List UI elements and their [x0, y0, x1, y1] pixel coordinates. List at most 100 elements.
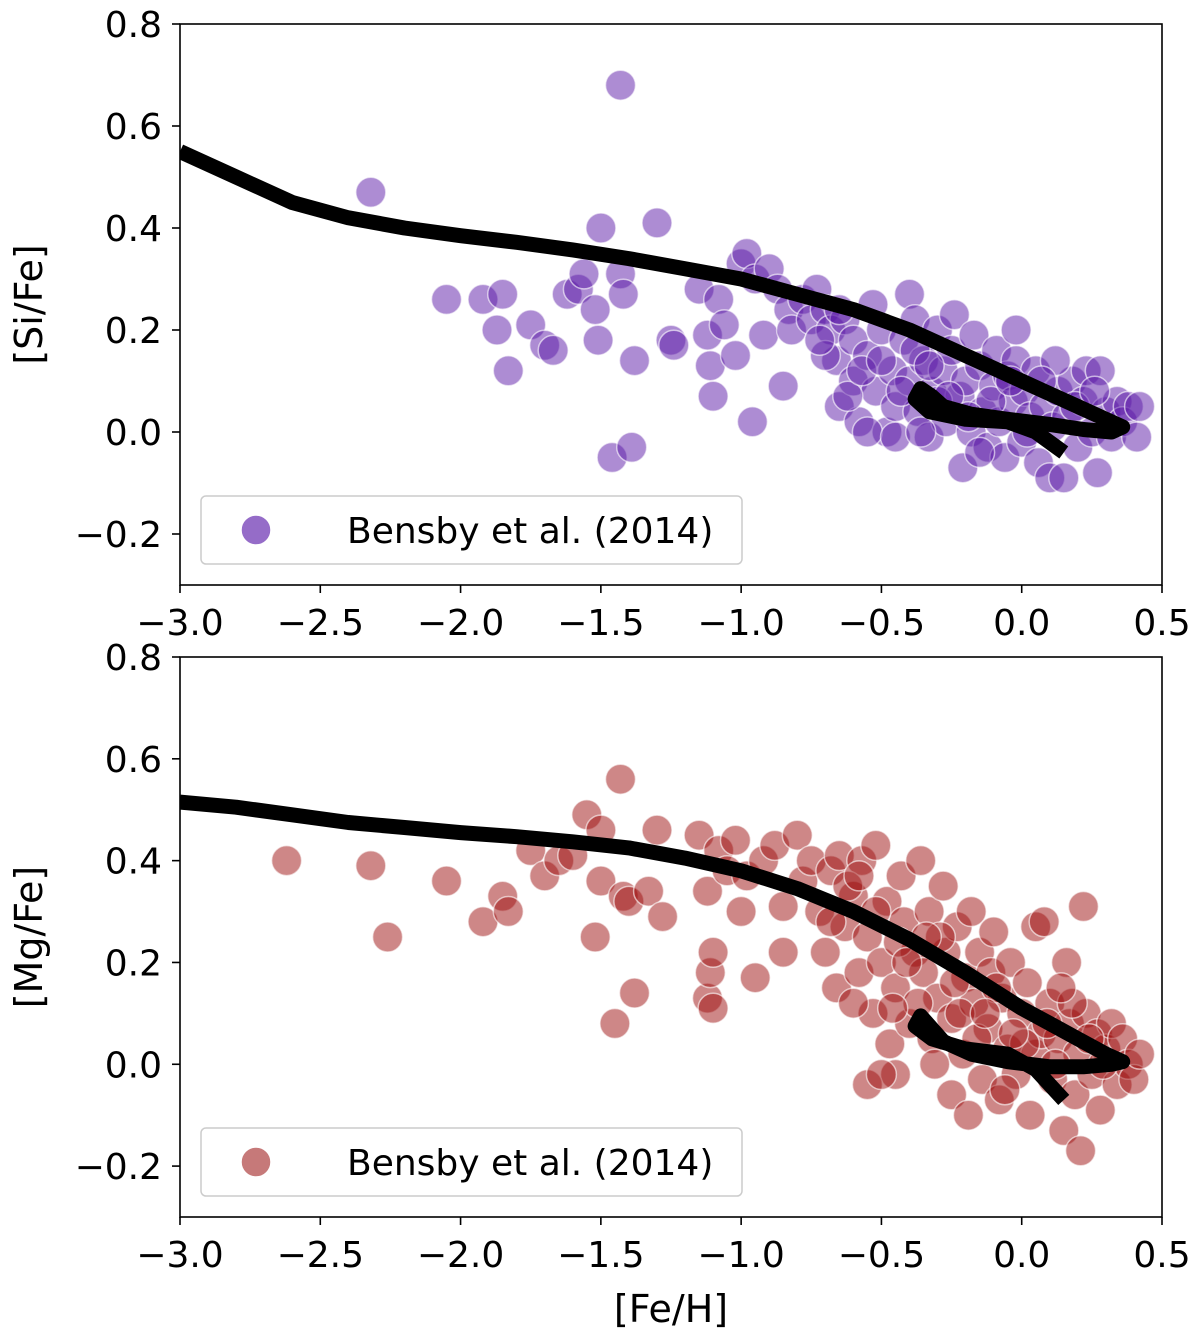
data-point [270, 844, 303, 877]
data-point [927, 870, 959, 902]
y-tick-label: −0.2 [75, 1147, 162, 1188]
data-point [646, 900, 679, 933]
y-tick-label: 0.6 [105, 740, 162, 781]
x-tick-label: −0.5 [838, 1235, 925, 1276]
data-point [963, 436, 996, 469]
mg-axes-frame [179, 656, 1163, 1218]
data-point [691, 875, 724, 907]
y-tick-label: 0.4 [105, 209, 162, 250]
data-point [1067, 890, 1100, 923]
data-point [1014, 1099, 1046, 1131]
data-point [767, 936, 799, 969]
x-tick-label: 0.0 [993, 603, 1050, 644]
data-point [702, 283, 735, 316]
x-tick-label: −3.0 [136, 603, 223, 644]
data-point [1045, 972, 1077, 1004]
data-point [1048, 1114, 1080, 1147]
legend-label: Bensby et al. (2014) [347, 1143, 713, 1184]
data-point [997, 1017, 1030, 1050]
x-tick-label: −1.0 [697, 1235, 784, 1276]
x-tick-label: −2.5 [277, 1235, 364, 1276]
data-point [719, 824, 752, 857]
data-point [1011, 967, 1044, 999]
data-point [604, 763, 637, 795]
data-point [568, 258, 600, 290]
data-point [865, 1058, 898, 1091]
y-tick-label: 0.2 [105, 311, 162, 352]
data-point [865, 344, 898, 377]
data-point [767, 890, 799, 923]
data-point [904, 844, 937, 877]
legend-box [200, 1127, 743, 1197]
data-point [371, 921, 404, 953]
data-point [486, 278, 519, 311]
data-point [585, 212, 617, 244]
data-point [803, 324, 836, 356]
data-point [1081, 457, 1114, 489]
data-point [632, 875, 665, 907]
legend-marker [240, 1146, 272, 1178]
data-point [618, 977, 651, 1009]
data-point [935, 1079, 968, 1111]
data-point [1123, 390, 1156, 423]
data-point [739, 961, 771, 994]
data-point [585, 865, 617, 897]
x-tick-label: −1.5 [557, 1235, 644, 1276]
data-point [876, 992, 909, 1025]
data-point [604, 69, 637, 101]
y-tick-label: 0.2 [105, 943, 162, 984]
data-point [618, 344, 651, 377]
data-point [1084, 1094, 1117, 1126]
data-point [579, 293, 611, 326]
data-point [708, 309, 741, 341]
y-axis-label: [Mg/Fe] [7, 866, 51, 1009]
data-point [607, 278, 640, 311]
data-point [430, 283, 463, 316]
data-point [904, 416, 937, 448]
data-point [809, 936, 842, 969]
data-point [537, 334, 569, 367]
data-point [658, 329, 690, 362]
x-tick-label: 0.0 [993, 1235, 1050, 1276]
data-point [1000, 314, 1032, 346]
data-point [492, 355, 525, 387]
legend-label: Bensby et al. (2014) [347, 511, 713, 552]
y-tick-label: 0.4 [105, 842, 162, 883]
y-tick-label: 0.0 [105, 413, 162, 454]
data-point [977, 916, 1010, 948]
y-tick-label: 0.0 [105, 1045, 162, 1086]
x-tick-label: −1.5 [557, 603, 644, 644]
data-point [719, 339, 752, 372]
legend-box [200, 495, 743, 565]
data-point [697, 992, 729, 1025]
data-point [697, 936, 729, 969]
data-point [955, 895, 987, 928]
data-point [890, 946, 923, 979]
data-point [851, 416, 884, 448]
data-point [938, 298, 971, 331]
data-point [599, 1007, 631, 1040]
y-tick-label: 0.8 [105, 5, 162, 46]
y-tick-label: 0.6 [105, 107, 162, 148]
x-tick-label: 0.5 [1133, 1235, 1190, 1276]
data-point [994, 946, 1027, 979]
data-point [492, 895, 525, 928]
x-tick-label: −2.5 [277, 603, 364, 644]
data-point [767, 370, 799, 402]
data-point [615, 431, 648, 464]
data-point [1028, 905, 1060, 938]
x-axis-label: [Fe/H] [614, 1287, 728, 1331]
x-tick-label: −2.0 [417, 603, 504, 644]
data-point [697, 380, 729, 413]
data-point [874, 1028, 906, 1060]
si-fe-panel: −3.0 −2.5 −2.0 −1.5 −1.0 −0.5 0.0 0.5 −0.2 0.0 0.2… [7, 5, 1191, 644]
mg-fe-panel: −3.0 −2.5 −2.0 −1.5 −1.0 −0.5 0.0 0.5 −0.2 0.0 0.2… [7, 638, 1191, 1331]
data-point [641, 814, 673, 846]
y-tick-label: −0.2 [75, 515, 162, 556]
data-point [355, 176, 387, 209]
si-axes-frame [179, 23, 1163, 586]
legend: Bensby et al. (2014) [200, 495, 743, 565]
x-tick-label: −3.0 [136, 1235, 223, 1276]
y-tick-label: 0.8 [105, 638, 162, 679]
